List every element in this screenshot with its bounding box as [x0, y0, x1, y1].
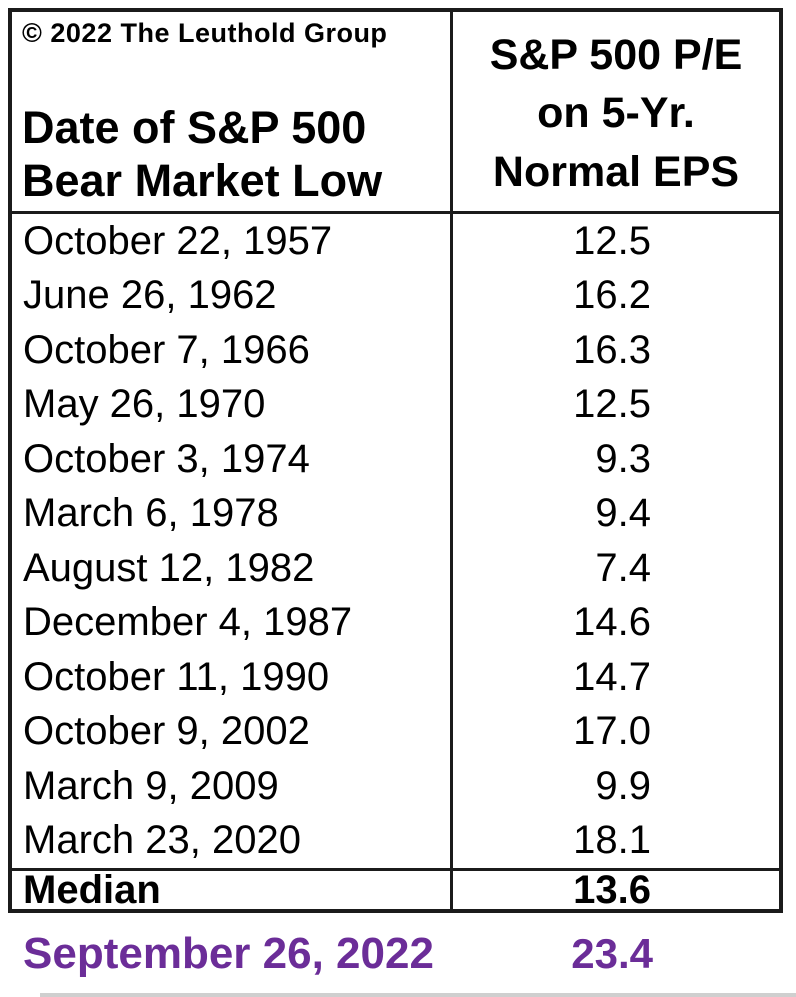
current-date-label: September 26, 2022	[23, 929, 434, 978]
column-header-pe: S&P 500 P/E on 5-Yr. Normal EPS	[489, 31, 743, 196]
pe-value: 16.2	[573, 273, 651, 318]
pe-value: 9.4	[595, 491, 651, 536]
current-date-row: September 26, 2022 23.4	[8, 922, 783, 986]
bear-market-low-date: March 9, 2009	[12, 759, 453, 814]
bear-market-low-date: December 4, 1987	[12, 595, 453, 650]
bear-market-low-date: June 26, 1962	[12, 268, 453, 323]
header-cell-date: © 2022 The Leuthold Group Date of S&P 50…	[12, 12, 453, 211]
table-row: December 4, 1987 14.6	[12, 595, 779, 650]
pe-value: 9.9	[595, 763, 651, 808]
table-row: March 6, 1978 9.4	[12, 486, 779, 541]
bear-market-low-date: October 7, 1966	[12, 323, 453, 378]
current-pe-value: 23.4	[571, 930, 653, 977]
table-row: October 11, 1990 14.7	[12, 650, 779, 705]
table-row: June 26, 1962 16.2	[12, 268, 779, 323]
bear-market-low-date: August 12, 1982	[12, 541, 453, 596]
table-row: October 22, 1957 12.5	[12, 214, 779, 269]
pe-value: 16.3	[573, 327, 651, 372]
pe-value: 12.5	[573, 382, 651, 427]
pe-value: 12.5	[573, 218, 651, 263]
bear-market-low-date: May 26, 1970	[12, 377, 453, 432]
copyright-notice: © 2022 The Leuthold Group	[22, 18, 388, 48]
table-body: October 22, 1957 12.5 June 26, 1962 16.2…	[12, 214, 779, 868]
bear-market-low-date: October 9, 2002	[12, 704, 453, 759]
table-row: October 9, 2002 17.0	[12, 704, 779, 759]
median-row: Median 13.6	[12, 867, 779, 912]
column-header-date: Date of S&P 500 Bear Market Low	[22, 101, 383, 206]
table-header-row: © 2022 The Leuthold Group Date of S&P 50…	[12, 12, 779, 214]
table-row: May 26, 1970 12.5	[12, 377, 779, 432]
image-edge-artifact	[40, 993, 796, 997]
pe-value: 7.4	[595, 545, 651, 590]
data-table: © 2022 The Leuthold Group Date of S&P 50…	[8, 8, 783, 913]
table-row: October 7, 1966 16.3	[12, 323, 779, 378]
bear-market-low-date: October 11, 1990	[12, 650, 453, 705]
median-label: Median	[12, 868, 453, 912]
pe-value: 14.7	[573, 654, 651, 699]
median-value: 13.6	[573, 867, 651, 912]
pe-value: 17.0	[573, 709, 651, 754]
table-row: October 3, 1974 9.3	[12, 432, 779, 487]
bear-market-low-date: October 3, 1974	[12, 432, 453, 487]
table-row: March 23, 2020 18.1	[12, 813, 779, 868]
bear-market-low-date: March 6, 1978	[12, 486, 453, 541]
pe-value: 14.6	[573, 600, 651, 645]
pe-value: 18.1	[573, 818, 651, 863]
table-row: August 12, 1982 7.4	[12, 541, 779, 596]
table-row: March 9, 2009 9.9	[12, 759, 779, 814]
bear-market-low-date: March 23, 2020	[12, 813, 453, 868]
pe-value: 9.3	[595, 436, 651, 481]
bear-market-low-date: October 22, 1957	[12, 214, 453, 269]
